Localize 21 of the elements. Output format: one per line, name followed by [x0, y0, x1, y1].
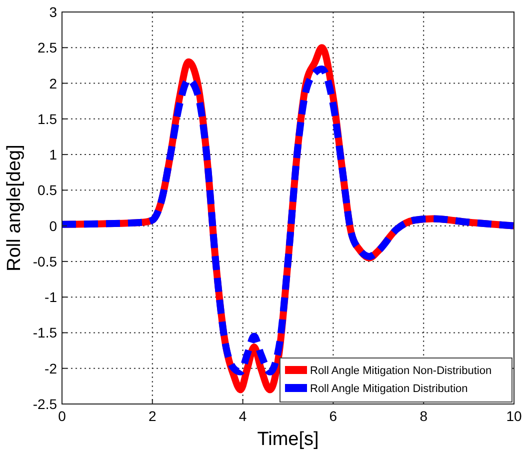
legend-label: Roll Angle Mitigation Distribution [310, 383, 468, 395]
y-tick-label: 1 [49, 146, 58, 163]
x-tick-label: 8 [420, 408, 428, 424]
y-tick-label: 0 [49, 218, 58, 234]
x-tick-label: 4 [238, 408, 247, 424]
legend-label: Roll Angle Mitigation Non-Distribution [310, 365, 492, 377]
y-tick-label: -2.5 [32, 396, 58, 412]
y-tick-label: -0.5 [32, 253, 58, 270]
y-axis-title: Roll angle[deg] [4, 144, 25, 272]
y-tick-label: 3 [49, 4, 58, 20]
x-axis-title: Time[s] [257, 429, 319, 450]
x-tick-label: 6 [329, 408, 338, 424]
y-tick-label: 2 [49, 75, 58, 92]
y-tick-label: -1 [44, 289, 58, 306]
y-tick-label: -2 [44, 360, 58, 376]
x-tick-label: 10 [506, 408, 522, 424]
y-tick-label: 0.5 [38, 182, 58, 198]
y-tick-label: 2.5 [38, 40, 58, 56]
y-tick-label: 1.5 [38, 110, 58, 127]
x-tick-label: 2 [148, 408, 156, 424]
y-tick-label: -1.5 [32, 324, 58, 341]
